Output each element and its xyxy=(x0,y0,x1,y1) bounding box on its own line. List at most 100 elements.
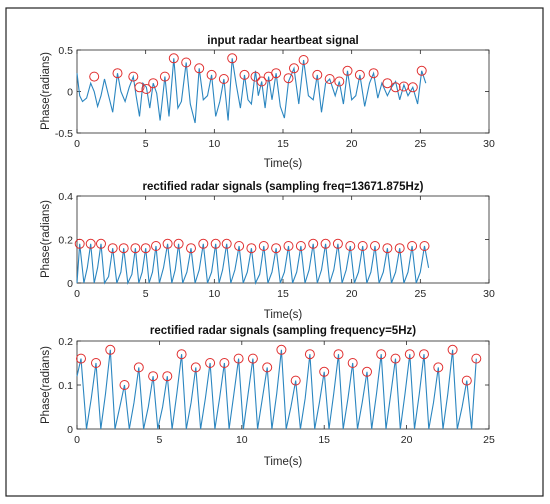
peak-marker xyxy=(141,84,152,94)
peak-marker xyxy=(333,349,344,360)
peak-marker xyxy=(118,243,129,254)
peak-marker xyxy=(283,73,294,84)
peak-marker xyxy=(210,238,221,249)
x-tick-label: 30 xyxy=(483,288,495,300)
peak-marker xyxy=(382,243,393,254)
peak-marker xyxy=(130,243,141,254)
x-tick-label: 0 xyxy=(74,288,80,300)
peak-marker xyxy=(239,69,250,80)
y-tick-label: 0.2 xyxy=(58,336,73,348)
peak-marker xyxy=(357,241,368,251)
peak-marker xyxy=(91,358,101,368)
peak-marker xyxy=(181,57,192,68)
peak-marker xyxy=(376,349,387,360)
peak-marker xyxy=(471,353,482,364)
peak-marker xyxy=(247,353,258,364)
peak-marker xyxy=(342,65,353,76)
subplot-2-axes xyxy=(76,195,490,284)
x-tick-label: 10 xyxy=(208,138,220,150)
peak-marker xyxy=(250,71,261,82)
peak-marker xyxy=(190,362,201,373)
peak-marker xyxy=(105,344,116,355)
subplot-2-xticks: 0 5 10 15 20 25 30 xyxy=(74,288,495,300)
subplot-3-xticks: 0 5 10 15 20 25 xyxy=(74,434,495,446)
peak-marker xyxy=(390,82,401,93)
x-tick-label: 5 xyxy=(143,288,149,300)
peak-marker xyxy=(134,82,145,93)
figure-border xyxy=(5,7,544,497)
y-tick-label: 0 xyxy=(67,424,73,436)
y-tick-label: 0.5 xyxy=(58,45,73,57)
peak-marker xyxy=(404,349,415,360)
subplot-3-plot xyxy=(76,340,490,430)
peak-marker xyxy=(206,69,217,80)
peak-marker xyxy=(298,55,309,65)
subplot-2-ylabel: Phase(radians) xyxy=(40,200,52,278)
peak-marker xyxy=(162,238,173,249)
peak-marker xyxy=(290,375,301,386)
peak-marker xyxy=(416,65,427,76)
peak-marker xyxy=(262,362,273,373)
peak-marker xyxy=(140,243,151,254)
peak-marker xyxy=(370,241,380,251)
peak-marker xyxy=(407,241,418,251)
x-tick-label: 15 xyxy=(277,288,289,300)
x-tick-label: 25 xyxy=(483,434,495,446)
peak-marker xyxy=(173,238,184,249)
subplot-2-plot xyxy=(74,195,490,285)
x-tick-label: 20 xyxy=(346,288,358,300)
peak-marker xyxy=(176,349,187,360)
peak-marker xyxy=(151,241,161,251)
y-tick-label: 0 xyxy=(67,87,73,99)
peak-marker xyxy=(89,71,100,82)
subplot-2: rectified radar signals (sampling freq=1… xyxy=(40,181,495,321)
x-tick-label: 25 xyxy=(414,138,426,150)
peak-marker xyxy=(233,353,244,364)
peak-marker xyxy=(186,243,196,254)
subplot-1-ylabel: Phase(radians) xyxy=(40,52,52,130)
peak-marker xyxy=(76,353,86,364)
peak-marker xyxy=(276,344,287,355)
peak-marker xyxy=(345,241,356,251)
x-tick-label: 10 xyxy=(208,288,220,300)
subplot-1-plot xyxy=(76,49,490,134)
peak-marker xyxy=(319,366,330,377)
x-tick-label: 25 xyxy=(414,288,426,300)
peak-marker xyxy=(85,238,96,249)
x-tick-label: 15 xyxy=(318,434,330,446)
subplot-3-ylabel: Phase(radians) xyxy=(40,346,52,424)
peak-marker xyxy=(320,238,331,249)
peak-marker xyxy=(304,349,315,360)
x-tick-label: 20 xyxy=(346,138,358,150)
peak-marker xyxy=(308,238,319,249)
peak-marker xyxy=(256,76,267,87)
subplot-2-xlabel: Time(s) xyxy=(264,309,303,321)
peak-marker xyxy=(162,371,173,382)
peak-marker xyxy=(334,76,345,87)
peak-marker xyxy=(447,344,458,355)
signal-line xyxy=(76,243,430,285)
peak-marker xyxy=(368,68,379,79)
subplot-1: input radar heartbeat signal 0 5 10 15 2… xyxy=(40,35,495,170)
signal-line xyxy=(76,349,477,430)
peak-marker xyxy=(354,69,365,80)
peak-marker xyxy=(227,53,238,64)
peak-marker xyxy=(194,63,205,74)
peak-marker xyxy=(107,243,118,254)
peak-marker xyxy=(324,74,335,84)
peak-marker xyxy=(112,68,123,79)
subplot-1-xlabel: Time(s) xyxy=(264,158,303,170)
subplot-3-xlabel: Time(s) xyxy=(264,456,303,468)
peak-marker xyxy=(461,375,472,386)
peak-marker xyxy=(198,238,209,249)
peak-marker xyxy=(347,358,358,368)
x-tick-label: 0 xyxy=(74,434,80,446)
peak-marker xyxy=(258,241,269,251)
peak-marker xyxy=(205,358,216,368)
x-tick-label: 5 xyxy=(143,138,149,150)
peak-marker xyxy=(433,362,444,373)
signal-line xyxy=(76,58,427,124)
peak-marker xyxy=(74,238,85,249)
peak-marker xyxy=(148,371,159,382)
